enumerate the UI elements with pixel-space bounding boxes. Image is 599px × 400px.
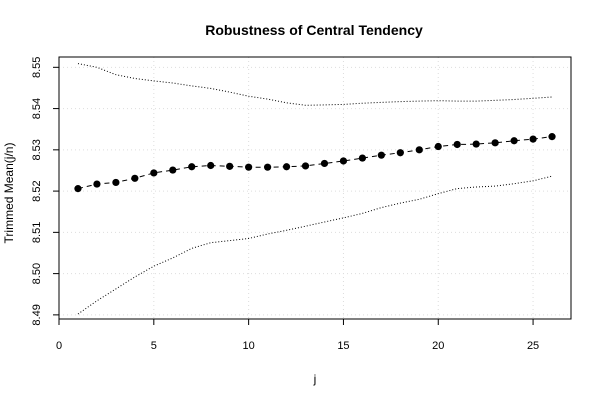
series-layer — [74, 63, 556, 315]
data-point — [491, 139, 499, 147]
chart-title: Robustness of Central Tendency — [205, 22, 423, 38]
y-tick-label: 8.53 — [31, 139, 43, 160]
data-point — [320, 159, 329, 168]
data-point — [207, 161, 215, 170]
y-axis-label: Trimmed Mean(j/n) — [2, 143, 16, 244]
data-point — [282, 163, 291, 171]
data-point — [472, 140, 480, 148]
y-tick-label: 8.50 — [31, 263, 43, 284]
data-point — [93, 180, 101, 188]
y-tick-label: 8.49 — [31, 304, 43, 325]
data-point — [377, 151, 385, 159]
band-line-2 — [77, 175, 553, 315]
y-tick-label: 8.54 — [31, 98, 43, 119]
data-point — [188, 163, 196, 171]
data-point — [396, 149, 404, 157]
data-point — [226, 162, 234, 170]
y-tick-label: 8.52 — [31, 180, 43, 201]
y-tick-label: 8.55 — [31, 57, 43, 78]
data-point — [548, 133, 556, 141]
data-point — [415, 146, 423, 154]
x-tick-label: 10 — [243, 340, 255, 352]
data-point — [339, 157, 348, 165]
plot-frame — [58, 56, 572, 320]
data-point — [453, 140, 461, 149]
x-tick-label: 15 — [337, 340, 349, 352]
band-line-1 — [77, 63, 553, 106]
data-point — [245, 163, 253, 171]
x-tick-label: 20 — [432, 340, 444, 352]
trimmed-mean-line — [77, 136, 553, 190]
data-point — [112, 178, 120, 187]
data-point — [434, 142, 442, 151]
data-point — [131, 174, 139, 182]
data-point — [150, 169, 158, 177]
grid — [58, 57, 571, 319]
data-point — [263, 163, 272, 171]
data-point — [529, 135, 537, 143]
x-axis: 0 5 10 15 20 25 — [56, 319, 539, 352]
x-axis-label: j — [313, 372, 317, 386]
y-axis: 8.49 8.50 8.51 8.52 8.53 8.54 8.55 — [31, 57, 59, 326]
x-tick-label: 25 — [527, 340, 539, 352]
x-tick-label: 0 — [56, 340, 62, 352]
data-point — [74, 185, 82, 193]
data-point — [301, 162, 310, 170]
data-point — [510, 137, 518, 145]
x-tick-label: 5 — [151, 340, 157, 352]
y-tick-label: 8.51 — [31, 222, 43, 243]
data-point — [169, 166, 177, 174]
data-point — [358, 154, 367, 162]
